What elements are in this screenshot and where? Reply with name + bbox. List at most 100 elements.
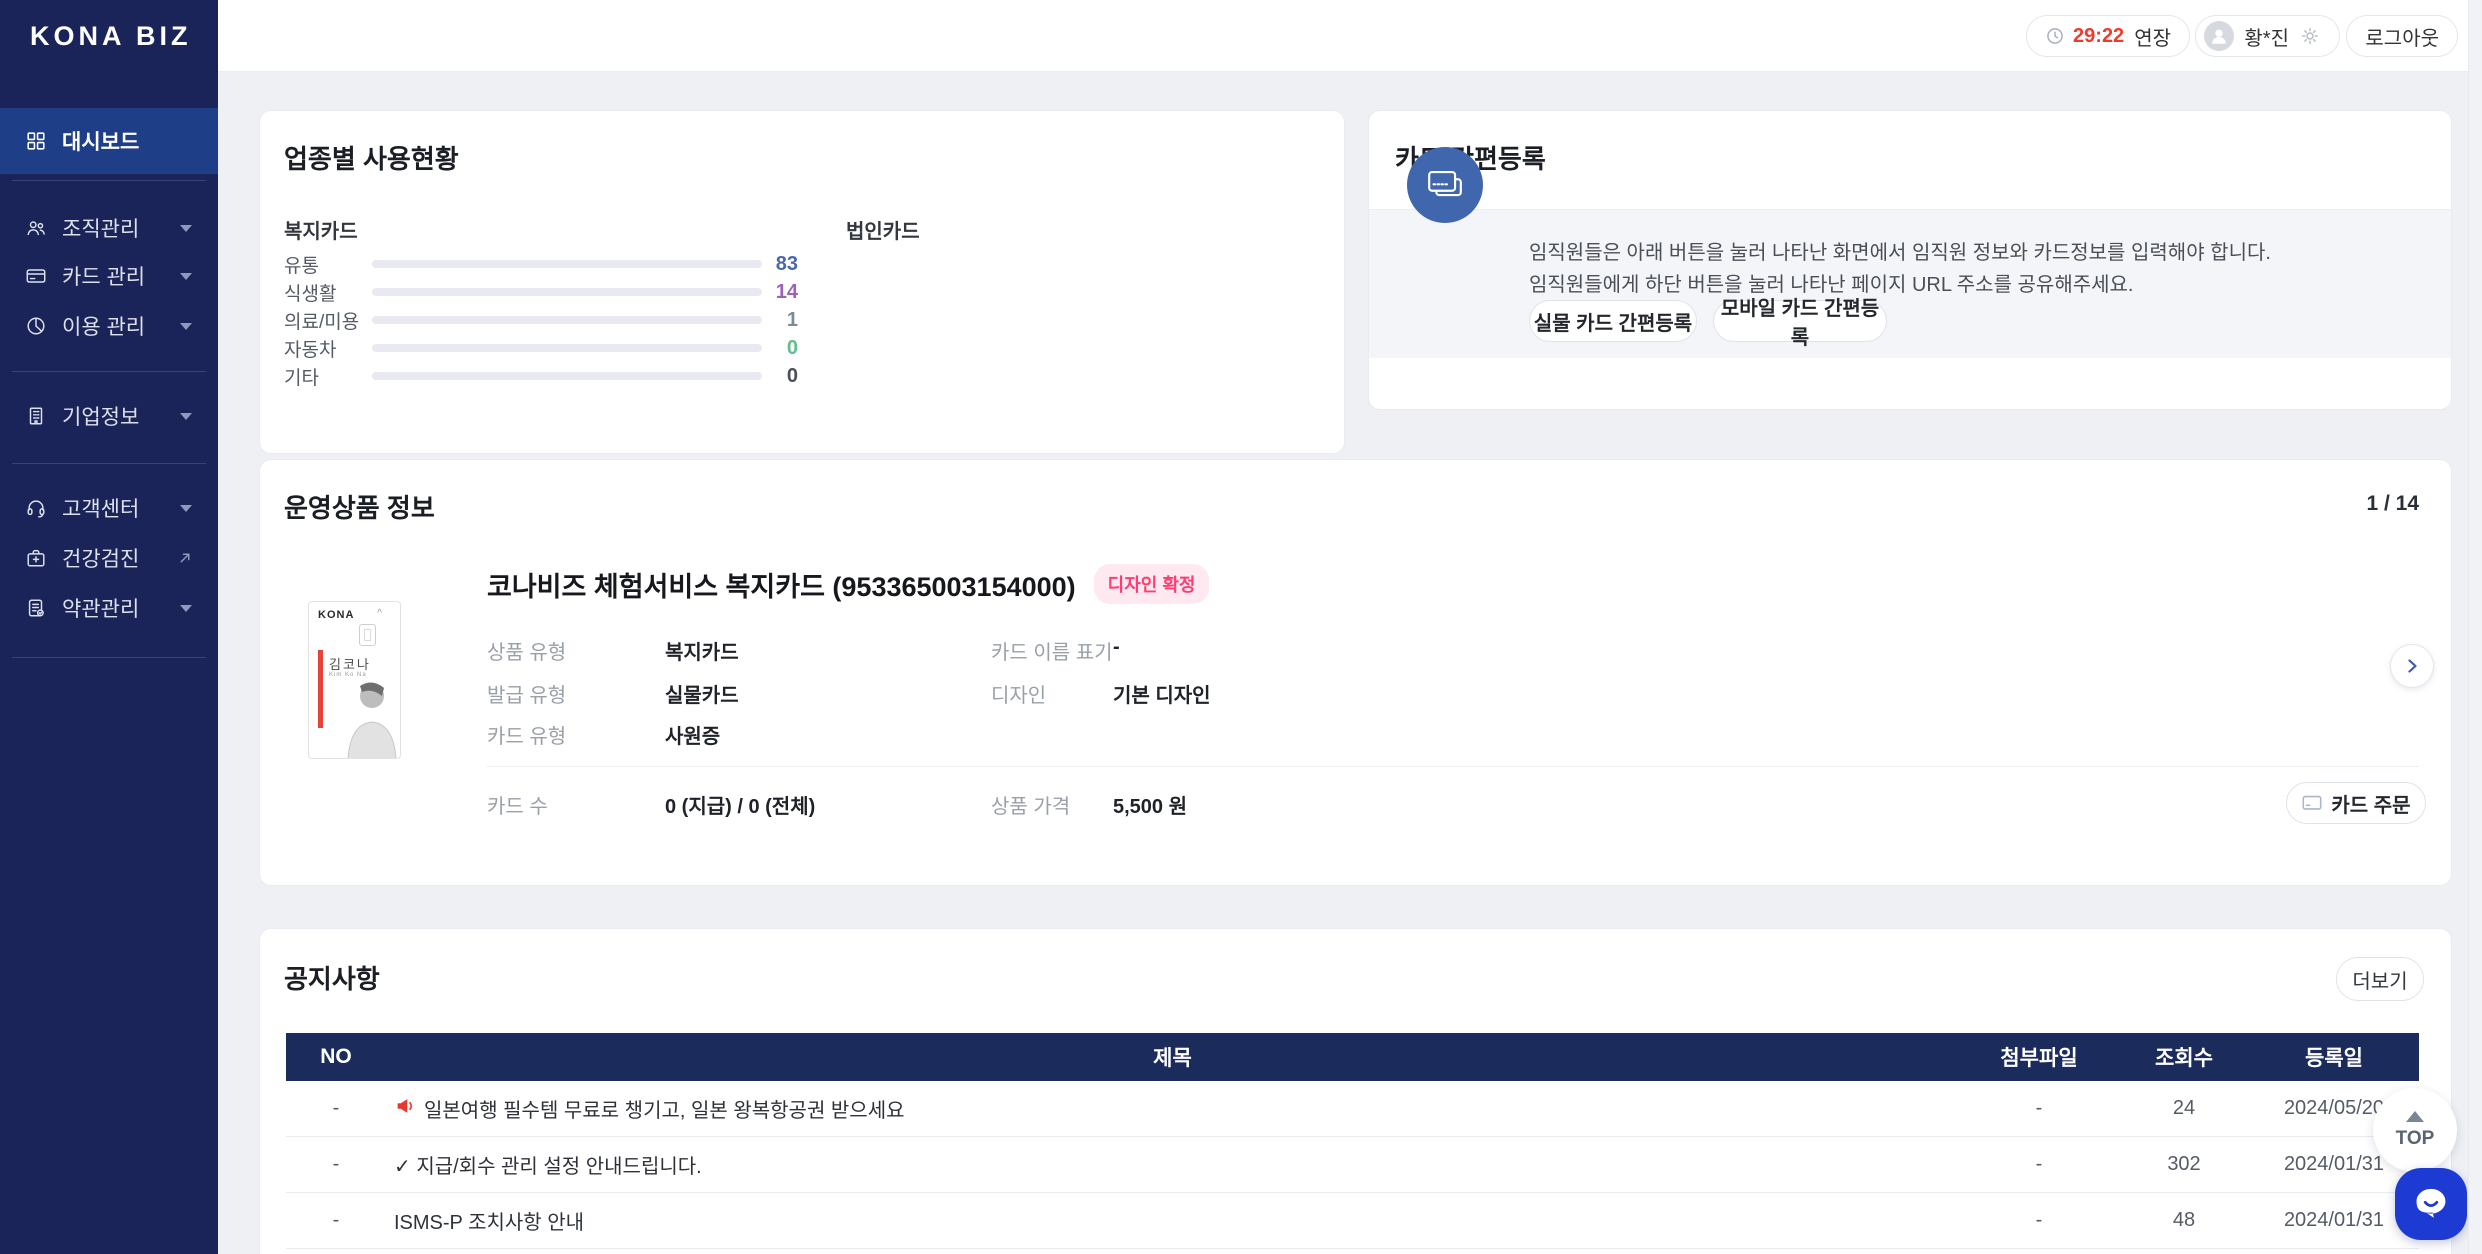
field-label: 카드 이름 표기 (991, 642, 1113, 664)
sidebar-item-terms-management[interactable]: 약관관리 (0, 584, 218, 632)
card-order-icon (2301, 792, 2323, 814)
field-value: 0 (지급) / 0 (전체) (665, 796, 816, 818)
mini-card-holder: 김코나 (329, 657, 371, 672)
chart-row: 의료/미용 1 (284, 306, 804, 334)
field-label: 상품 가격 (991, 796, 1071, 818)
notice-row[interactable]: - 일본여행 필수템 무료로 챙기고, 일본 왕복항공권 받으세요 - 24 2… (286, 1081, 2419, 1137)
mini-card-mark: ^ (377, 608, 382, 619)
sidebar-item-company-info[interactable]: 기업정보 (0, 392, 218, 440)
bar-label: 의료/미용 (284, 311, 360, 333)
chevron-down-icon (180, 272, 192, 280)
chevron-down-icon (180, 224, 192, 232)
sidebar-item-label: 기업정보 (62, 406, 140, 429)
card-order-button[interactable]: 카드 주문 (2286, 782, 2426, 824)
operating-product-panel: 운영상품 정보 1 / 14 KONA ^ 김코나 Kim Ko Na 코나비즈… (259, 459, 2452, 886)
chart-row: 자동차 0 (284, 334, 804, 362)
notice-views: 24 (2172, 1097, 2196, 1119)
column-header-date: 등록일 (2305, 1047, 2363, 1070)
field-value: - (1113, 636, 1120, 658)
notice-title-text: ✓ 지급/회수 관리 설정 안내드립니다. (394, 1156, 702, 1178)
session-timer-pill[interactable]: 29:22 연장 (2026, 15, 2190, 57)
product-divider (487, 766, 2419, 767)
notice-title-text: 일본여행 필수템 무료로 챙기고, 일본 왕복항공권 받으세요 (424, 1100, 905, 1122)
group-label-welfare-card: 복지카드 (284, 221, 358, 243)
top-header: 29:22 연장 황*진 로그아웃 (218, 0, 2482, 72)
notice-no: - (332, 1209, 340, 1231)
mobile-card-register-button[interactable]: 모바일 카드 간편등록 (1713, 298, 1887, 349)
bar-label: 기타 (284, 367, 319, 389)
sidebar-item-usage-management[interactable]: 이용 관리 (0, 302, 218, 350)
extend-session-button[interactable]: 연장 (2134, 27, 2171, 50)
chevron-down-icon (180, 604, 192, 612)
card-easy-registration-panel: 카드 간편등록 임직원들은 아래 버튼을 눌러 나타난 화면에서 임직원 정보와… (1368, 110, 2452, 410)
sidebar-item-card-management[interactable]: 카드 관리 (0, 252, 218, 300)
notice-row[interactable]: - ISMS-P 조치사항 안내 - 48 2024/01/31 (286, 1193, 2419, 1249)
field-value: 실물카드 (665, 685, 739, 707)
notice-attachment: - (2035, 1209, 2043, 1231)
chevron-down-icon (180, 322, 192, 330)
panel-title: 운영상품 정보 (284, 493, 435, 523)
sidebar-item-label: 조직관리 (62, 218, 140, 241)
terms-doc-icon (25, 597, 47, 619)
bar-track (372, 316, 762, 324)
physical-card-register-button[interactable]: 실물 카드 간편등록 (1529, 300, 1697, 342)
industry-usage-bar-chart: 유통 83 식생활 14 의료/미용 1 자동차 0 기타 (284, 250, 804, 390)
mini-card-brand: KONA (318, 609, 355, 621)
next-product-button[interactable] (2390, 644, 2434, 688)
scroll-to-top-button[interactable]: TOP (2373, 1088, 2457, 1172)
sidebar-divider (12, 371, 206, 372)
sidebar-item-label: 고객센터 (62, 498, 140, 521)
chat-support-button[interactable] (2395, 1168, 2467, 1240)
page-scrollbar[interactable] (2468, 0, 2482, 1254)
field-label: 카드 유형 (487, 726, 567, 748)
notice-attachment: - (2035, 1153, 2043, 1175)
notice-views: 302 (2167, 1153, 2201, 1175)
panel-divider (1369, 209, 2451, 210)
user-menu-pill[interactable]: 황*진 (2195, 15, 2340, 57)
column-header-attachment: 첨부파일 (2000, 1047, 2078, 1070)
field-label: 발급 유형 (487, 685, 567, 707)
logout-button[interactable]: 로그아웃 (2346, 15, 2458, 57)
dashboard-grid-icon (25, 130, 47, 152)
sidebar-item-label: 이용 관리 (62, 316, 146, 339)
bar-track (372, 344, 762, 352)
bar-value: 83 (775, 252, 798, 275)
card-icon (25, 265, 47, 287)
sidebar: KONA BIZ 대시보드 조직관리 카드 관리 (0, 0, 218, 1254)
registration-description-2: 임직원들에게 하단 버튼을 눌러 나타난 페이지 URL 주소를 공유해주세요. (1529, 274, 2134, 296)
chevron-right-icon (2408, 659, 2417, 673)
external-link-icon (176, 549, 194, 567)
bar-label: 유통 (284, 255, 319, 277)
bar-value: 0 (786, 364, 798, 387)
notice-no: - (332, 1097, 340, 1119)
notice-more-button[interactable]: 더보기 (2336, 957, 2424, 1001)
panel-title: 업종별 사용현황 (284, 144, 459, 174)
field-value: 5,500 원 (1113, 796, 1188, 818)
top-label: TOP (2395, 1127, 2435, 1149)
sidebar-item-customer-center[interactable]: 고객센터 (0, 484, 218, 532)
group-label-corporate-card: 법인카드 (846, 221, 920, 243)
field-label: 디자인 (991, 685, 1047, 707)
avatar (2204, 21, 2235, 51)
building-icon (25, 405, 47, 427)
field-value: 기본 디자인 (1113, 685, 1211, 707)
username: 황*진 (2244, 27, 2289, 50)
column-header-title: 제목 (1153, 1047, 1192, 1070)
bar-value: 0 (786, 336, 798, 359)
field-label: 상품 유형 (487, 642, 567, 664)
gear-icon[interactable] (2299, 25, 2321, 47)
sidebar-item-health-checkup[interactable]: 건강검진 (0, 534, 218, 582)
sidebar-item-organization[interactable]: 조직관리 (0, 204, 218, 252)
product-name-row: 코나비즈 체험서비스 복지카드 (953365003154000) 디자인 확정 (487, 564, 1210, 604)
design-confirmed-badge: 디자인 확정 (1093, 564, 1210, 604)
megaphone-icon (394, 1095, 416, 1123)
sidebar-item-dashboard[interactable]: 대시보드 (0, 108, 218, 174)
registration-description-1: 임직원들은 아래 버튼을 눌러 나타난 화면에서 임직원 정보와 카드정보를 입… (1529, 242, 2271, 264)
pie-chart-icon (25, 315, 47, 337)
field-label: 카드 수 (487, 796, 548, 818)
product-card-image: KONA ^ 김코나 Kim Ko Na (308, 601, 401, 759)
sidebar-item-label: 건강검진 (62, 548, 140, 571)
column-header-no: NO (320, 1045, 352, 1068)
notice-row[interactable]: - ✓ 지급/회수 관리 설정 안내드립니다. - 302 2024/01/31 (286, 1137, 2419, 1193)
headset-icon (25, 497, 47, 519)
